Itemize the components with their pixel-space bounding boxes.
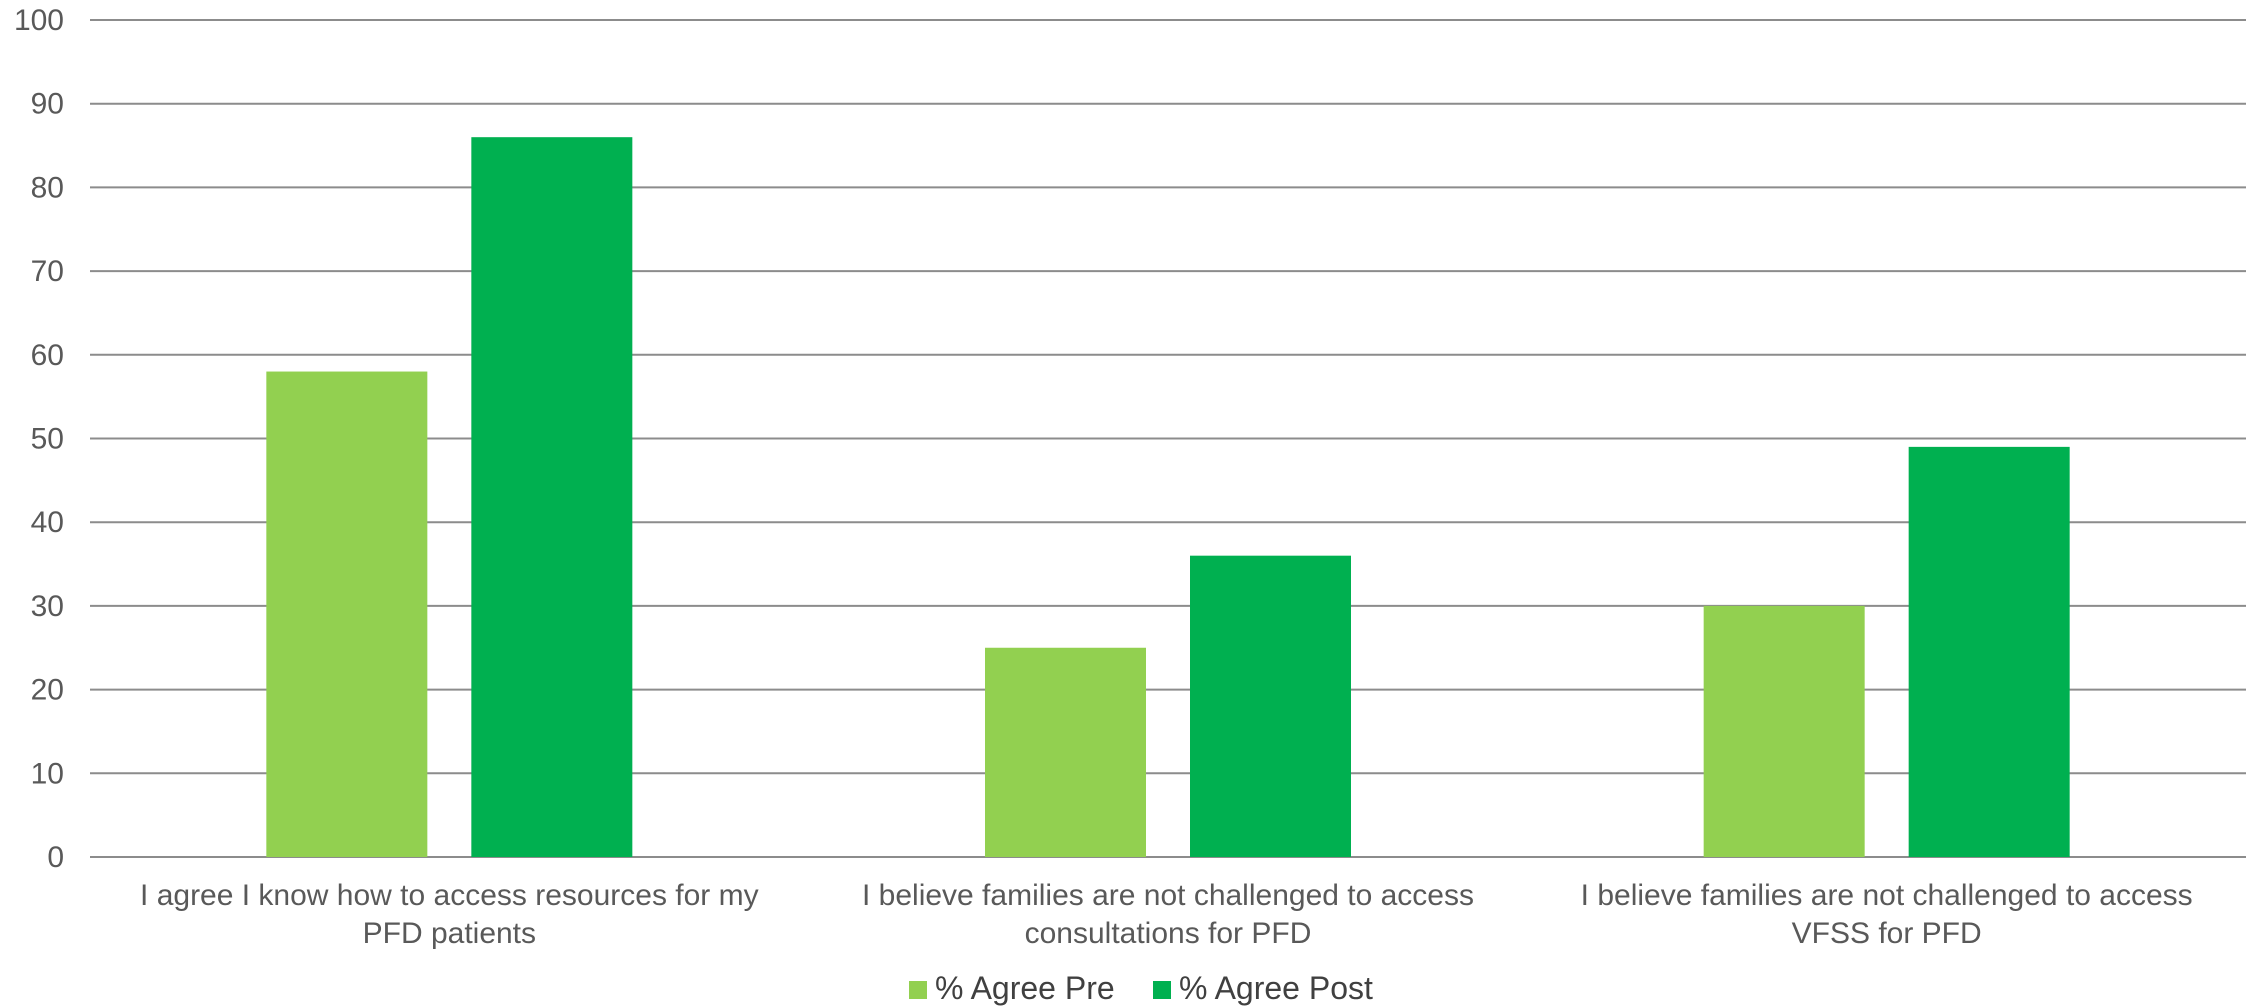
bar-post-3 xyxy=(1908,446,2070,857)
legend-swatch xyxy=(1153,981,1171,999)
y-tick-label: 100 xyxy=(14,4,64,37)
y-tick-label: 50 xyxy=(31,423,64,456)
x-axis-labels: I agree I know how to access resources f… xyxy=(140,879,2193,950)
y-axis-ticks: 0 10 20 30 40 50 60 70 80 90 100 xyxy=(14,4,64,874)
bar-post-2 xyxy=(1190,555,1351,857)
x-category-label: PFD patients xyxy=(363,917,536,950)
x-category-label: I believe families are not challenged to… xyxy=(1581,879,2193,912)
bars xyxy=(266,137,2070,857)
gridlines xyxy=(90,19,2246,858)
y-tick-label: 0 xyxy=(47,841,64,874)
legend: % Agree Pre % Agree Post xyxy=(909,970,1373,1006)
legend-swatch xyxy=(909,981,927,999)
y-tick-label: 30 xyxy=(31,590,64,623)
y-tick-label: 80 xyxy=(31,171,64,204)
legend-label: % Agree Post xyxy=(1179,970,1373,1006)
legend-label: % Agree Pre xyxy=(935,970,1115,1006)
bar-post-1 xyxy=(471,137,633,857)
y-tick-label: 70 xyxy=(31,255,64,288)
bar-pre-2 xyxy=(985,647,1146,857)
y-tick-label: 20 xyxy=(31,674,64,707)
x-category-label: consultations for PFD xyxy=(1025,917,1312,950)
x-category-label: I believe families are not challenged to… xyxy=(862,879,1474,912)
bar-pre-3 xyxy=(1703,605,1865,857)
x-category-label: VFSS for PFD xyxy=(1792,917,1982,950)
y-tick-label: 60 xyxy=(31,339,64,372)
y-tick-label: 40 xyxy=(31,506,64,539)
y-tick-label: 10 xyxy=(31,757,64,790)
bar-pre-1 xyxy=(266,371,428,857)
y-tick-label: 90 xyxy=(31,88,64,121)
x-category-label: I agree I know how to access resources f… xyxy=(140,879,759,912)
